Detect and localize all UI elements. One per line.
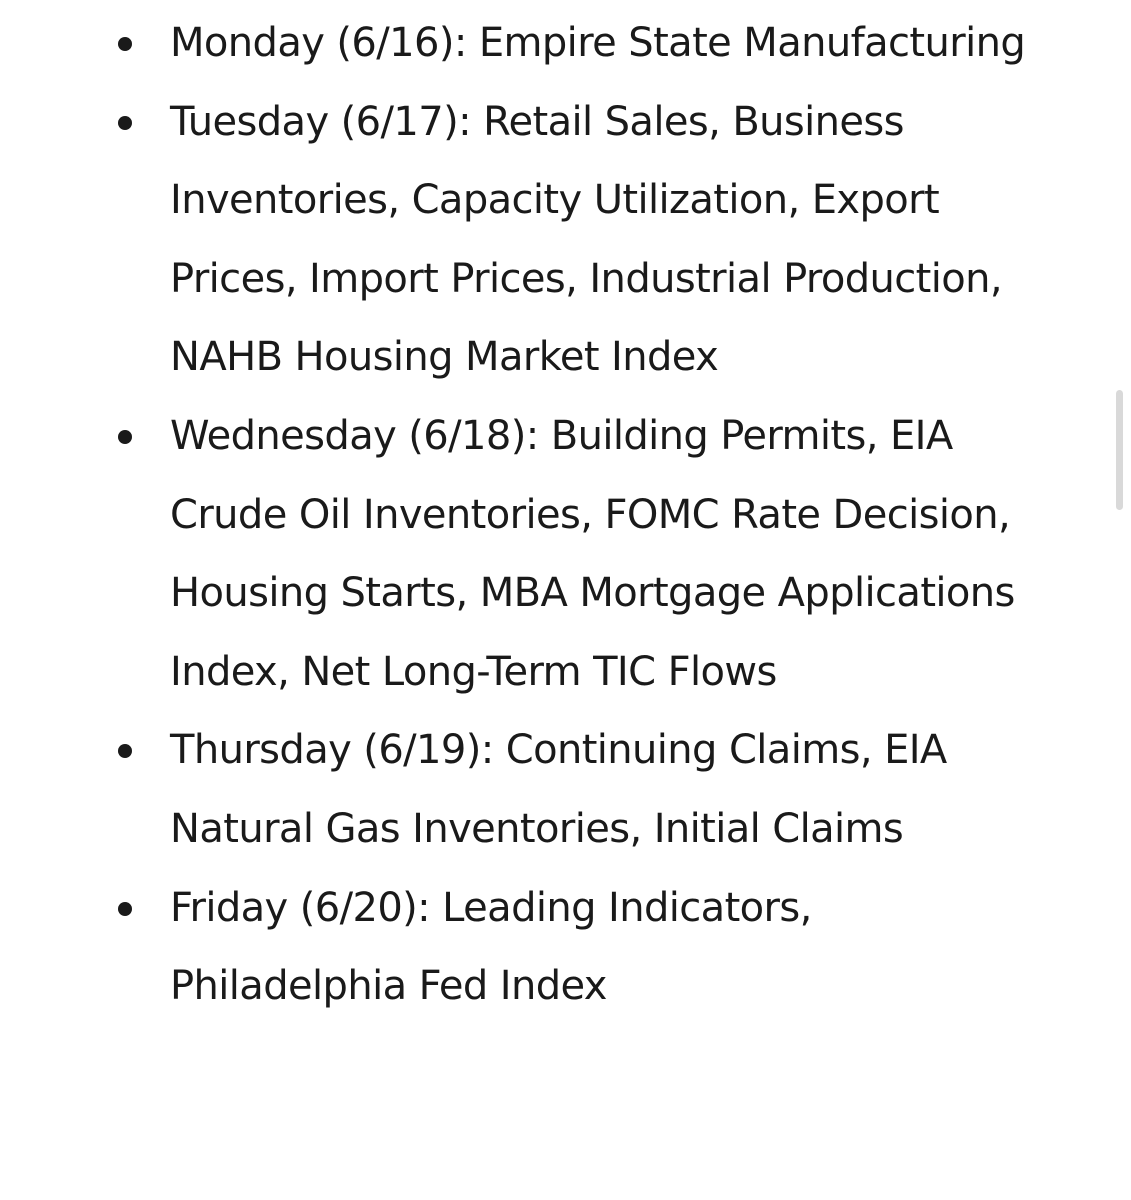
list-item-text: Wednesday (6/18): Building Permits, EIA …: [170, 412, 1015, 695]
list-item-tuesday: Tuesday (6/17): Retail Sales, Business I…: [0, 83, 1131, 397]
list-item-text: Tuesday (6/17): Retail Sales, Business I…: [170, 98, 1003, 381]
list-item-monday: Monday (6/16): Empire State Manufacturin…: [0, 4, 1131, 83]
scrollbar-thumb[interactable]: [1116, 390, 1123, 510]
bullet-icon: [118, 37, 132, 51]
bullet-icon: [118, 115, 132, 130]
list-item-thursday: Thursday (6/19): Continuing Claims, EIA …: [0, 711, 1131, 868]
list-item-text: Monday (6/16): Empire State Manufacturin…: [170, 20, 1026, 66]
bullet-icon: [118, 901, 132, 916]
list-item-friday: Friday (6/20): Leading Indicators, Phila…: [0, 869, 1131, 1026]
economic-calendar-list: Monday (6/16): Empire State Manufacturin…: [0, 4, 1131, 1026]
bullet-icon: [118, 429, 132, 444]
list-item-text: Thursday (6/19): Continuing Claims, EIA …: [170, 727, 947, 852]
bullet-icon: [118, 744, 132, 759]
list-item-text: Friday (6/20): Leading Indicators, Phila…: [170, 884, 812, 1010]
list-item-wednesday: Wednesday (6/18): Building Permits, EIA …: [0, 397, 1131, 711]
